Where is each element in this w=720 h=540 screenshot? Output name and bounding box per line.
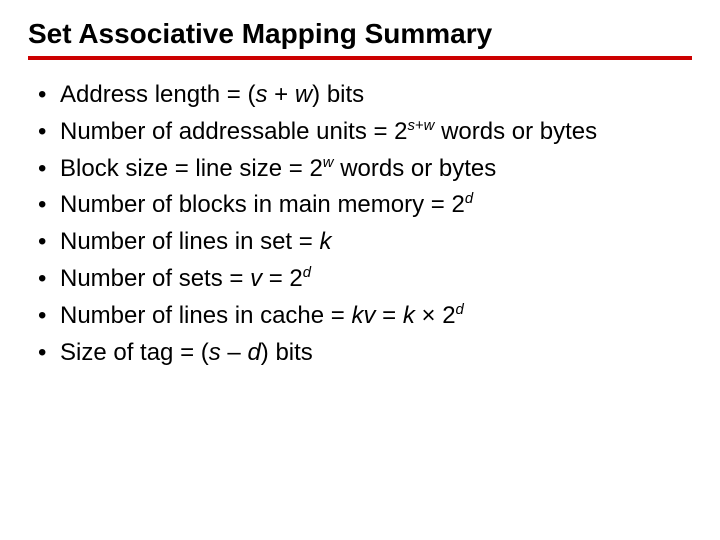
- bullet-tag-size: Size of tag = (s – d) bits: [34, 336, 692, 371]
- exp-d: d: [465, 191, 473, 207]
- text: Number of lines in set =: [60, 228, 319, 255]
- var-w: w: [295, 81, 312, 108]
- text: Number of sets =: [60, 265, 250, 292]
- bullet-list: Address length = (s + w) bits Number of …: [28, 78, 692, 370]
- bullet-lines-in-set: Number of lines in set = k: [34, 225, 692, 260]
- text: Block size = line size = 2: [60, 155, 323, 182]
- var-k: k: [403, 302, 415, 329]
- slide-title: Set Associative Mapping Summary: [28, 18, 692, 60]
- text: Number of blocks in main memory = 2: [60, 191, 465, 218]
- bullet-address-length: Address length = (s + w) bits: [34, 78, 692, 113]
- exp-d: d: [456, 302, 464, 318]
- text: words or bytes: [434, 118, 597, 145]
- text: ) bits: [261, 339, 313, 366]
- exp-w: w: [323, 155, 334, 171]
- bullet-addressable-units: Number of addressable units = 2s+w words…: [34, 115, 692, 150]
- text: ) bits: [312, 81, 364, 108]
- exponent: s+w: [408, 118, 435, 134]
- var-v: v: [250, 265, 262, 292]
- var-d: d: [247, 339, 260, 366]
- text: +: [267, 81, 294, 108]
- exp-d: d: [303, 265, 311, 281]
- bullet-block-size: Block size = line size = 2w words or byt…: [34, 152, 692, 187]
- var-s: s: [255, 81, 267, 108]
- text: × 2: [415, 302, 456, 329]
- exp-plus: +: [415, 118, 424, 134]
- bullet-lines-in-cache: Number of lines in cache = kv = k × 2d: [34, 299, 692, 334]
- var-k: k: [319, 228, 331, 255]
- exp-s: s: [408, 118, 415, 134]
- text: –: [221, 339, 248, 366]
- text: Number of addressable units = 2: [60, 118, 408, 145]
- exp-w: w: [424, 118, 435, 134]
- text: = 2: [262, 265, 303, 292]
- text: =: [375, 302, 402, 329]
- bullet-number-of-sets: Number of sets = v = 2d: [34, 262, 692, 297]
- var-s: s: [209, 339, 221, 366]
- text: Address length = (: [60, 81, 255, 108]
- text: Size of tag = (: [60, 339, 209, 366]
- bullet-blocks-main-memory: Number of blocks in main memory = 2d: [34, 188, 692, 223]
- text: words or bytes: [334, 155, 497, 182]
- var-kv: kv: [351, 302, 375, 329]
- text: Number of lines in cache =: [60, 302, 351, 329]
